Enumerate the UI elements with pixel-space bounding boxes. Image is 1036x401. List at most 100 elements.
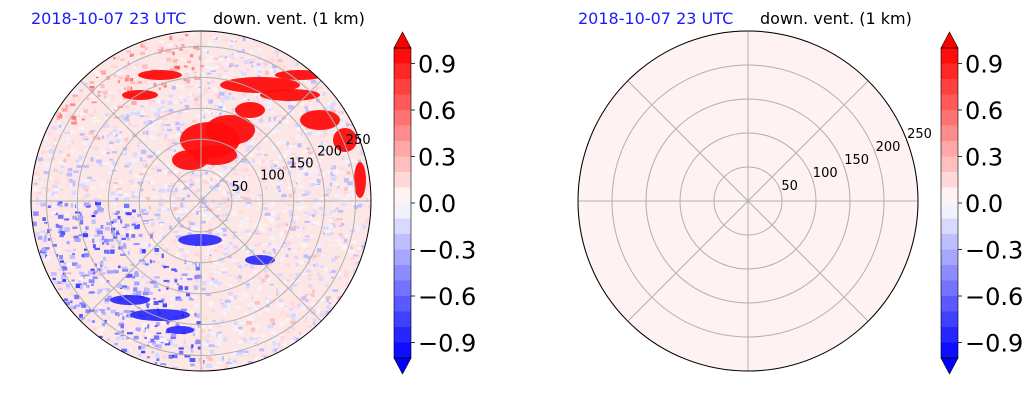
field-cell (218, 91, 225, 96)
field-cell (330, 165, 336, 170)
field-cell (54, 179, 61, 184)
field-cell (64, 203, 69, 207)
field-cell (40, 195, 44, 200)
field-cell (208, 358, 214, 361)
field-cell (90, 157, 94, 162)
field-cell (331, 198, 335, 201)
field-cell (303, 254, 309, 258)
field-cell (312, 318, 317, 323)
field-cell (211, 175, 218, 178)
field-cell (126, 74, 130, 78)
field-cell (189, 183, 195, 186)
field-cell (112, 129, 117, 132)
field-cell (155, 149, 159, 154)
field-cell (224, 299, 231, 303)
field-cell (244, 311, 248, 315)
field-cell (245, 247, 249, 250)
field-cell (280, 140, 285, 145)
field-cell (184, 286, 189, 291)
field-cell (213, 87, 218, 92)
field-cell (166, 202, 172, 206)
right-panel: 2018-10-07 23 UTC down. vent. (1 km) 501… (577, 9, 1023, 375)
field-strong-negative (178, 234, 222, 246)
field-cell (59, 255, 63, 260)
field-cell (301, 296, 306, 300)
field-cell (238, 275, 242, 280)
field-cell (217, 341, 222, 346)
field-cell (222, 107, 225, 112)
field-cell (244, 242, 249, 246)
field-cell (332, 143, 335, 146)
field-cell (97, 137, 101, 140)
field-cell (59, 201, 63, 204)
field-cell (208, 324, 213, 330)
field-cell (337, 242, 342, 246)
field-cell (71, 190, 77, 196)
field-cell (225, 35, 229, 37)
field-cell (98, 181, 102, 184)
angular-gridline (80, 80, 202, 202)
field-cell (340, 245, 347, 250)
field-cell (208, 344, 215, 347)
field-cell (98, 305, 102, 308)
field-cell (278, 155, 284, 160)
field-cell (67, 144, 71, 149)
field-cell (90, 186, 96, 190)
field-cell (146, 302, 150, 306)
field-cell (280, 277, 284, 281)
field-cell (346, 171, 352, 175)
field-cell (167, 143, 173, 148)
field-cell (180, 57, 184, 62)
field-cell (217, 334, 222, 338)
field-cell (284, 306, 289, 310)
field-cell (259, 307, 262, 311)
field-cell (190, 95, 193, 100)
field-cell (128, 303, 132, 307)
field-cell (332, 289, 338, 292)
field-cell (125, 233, 129, 238)
field-cell (33, 174, 38, 179)
field-cell (211, 244, 214, 247)
field-strong-positive (354, 162, 366, 198)
field-cell (64, 227, 70, 232)
field-cell (298, 259, 305, 264)
field-cell (256, 75, 261, 78)
field-cell (243, 60, 248, 65)
field-cell (127, 61, 130, 66)
field-cell (68, 114, 73, 118)
field-cell (38, 178, 41, 181)
field-cell (212, 259, 219, 264)
field-cell (232, 364, 238, 369)
field-cell (211, 265, 216, 268)
field-cell (64, 218, 70, 221)
field-cell (150, 119, 156, 121)
colorbar-level (394, 280, 411, 297)
field-cell (79, 302, 85, 305)
field-cell (351, 167, 356, 172)
field-cell (222, 190, 227, 195)
field-cell (181, 43, 185, 47)
colorbar-level (394, 249, 411, 266)
colorbar-level (941, 280, 958, 297)
field-cell (143, 260, 146, 265)
field-cell (171, 367, 178, 370)
field-cell (79, 314, 83, 319)
field-cell (305, 270, 311, 273)
field-cell (145, 281, 148, 284)
field-cell (107, 338, 110, 341)
field-cell (71, 150, 74, 155)
field-cell (312, 204, 315, 209)
field-cell (97, 242, 100, 246)
field-cell (127, 118, 130, 123)
field-cell (261, 354, 266, 359)
field-cell (269, 218, 275, 223)
field-cell (152, 260, 156, 263)
colorbar-tick-label: 0.9 (965, 51, 1003, 79)
field-cell (109, 144, 113, 149)
field-cell (119, 234, 124, 238)
field-cell (158, 202, 163, 207)
field-cell (276, 303, 282, 308)
field-cell (362, 225, 366, 229)
field-cell (154, 112, 160, 117)
field-cell (277, 336, 283, 340)
